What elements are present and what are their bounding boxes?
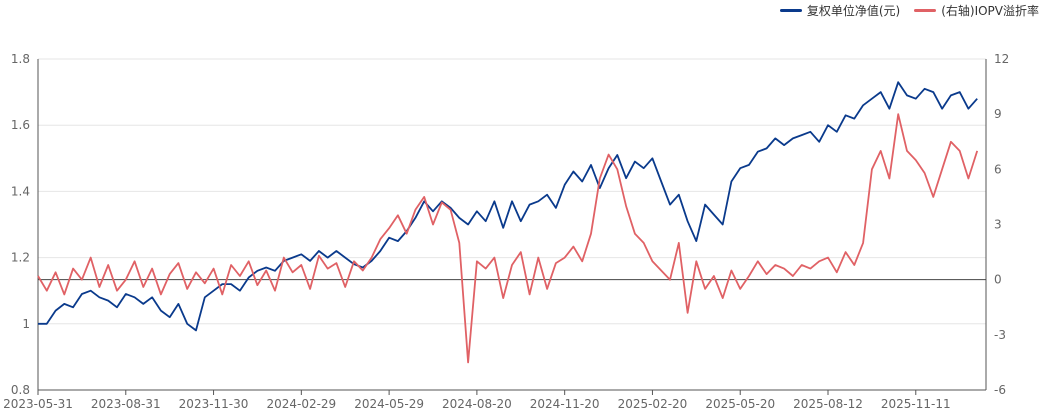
x-tick-label: 2025-11-11 — [881, 397, 951, 411]
y-left-tick-label: 1.2 — [11, 251, 30, 265]
y-right-tick-label: -3 — [994, 328, 1006, 342]
series-line-nav — [38, 81, 978, 332]
y-right-tick-label: 0 — [994, 273, 1002, 287]
y-right-tick-label: -6 — [994, 383, 1006, 397]
x-tick-label: 2024-08-20 — [442, 397, 512, 411]
x-tick-label: 2023-08-31 — [91, 397, 161, 411]
y-left-tick-label: 1.4 — [11, 184, 30, 198]
legend-item-premium[interactable]: (右轴)IOPV溢折率 — [914, 2, 1039, 19]
x-tick-label: 2024-11-20 — [530, 397, 600, 411]
y-left-tick-label: 1.8 — [11, 52, 30, 66]
y-left-tick-label: 1.6 — [11, 118, 30, 132]
legend-swatch-premium — [914, 9, 937, 12]
legend-item-nav[interactable]: 复权单位净值(元) — [779, 2, 901, 19]
series-line-premium — [37, 113, 979, 364]
x-tick-label: 2025-08-12 — [793, 397, 863, 411]
y-left-tick-label: 1 — [22, 317, 30, 331]
y-right-tick-label: 12 — [994, 52, 1009, 66]
y-right-tick-label: 3 — [994, 218, 1002, 232]
chart-legend: 复权单位净值(元) (右轴)IOPV溢折率 — [779, 2, 1039, 19]
legend-label-nav: 复权单位净值(元) — [806, 4, 901, 18]
x-tick-label: 2025-05-20 — [705, 397, 775, 411]
x-tick-label: 2024-02-29 — [266, 397, 336, 411]
x-tick-label: 2023-05-31 — [3, 397, 73, 411]
x-tick-label: 2024-05-29 — [354, 397, 424, 411]
legend-swatch-nav — [779, 9, 802, 12]
y-right-tick-label: 6 — [994, 162, 1002, 176]
y-right-tick-label: 9 — [994, 107, 1002, 121]
x-tick-label: 2025-02-20 — [618, 397, 688, 411]
x-tick-label: 2023-11-30 — [179, 397, 249, 411]
legend-label-premium: (右轴)IOPV溢折率 — [941, 4, 1039, 18]
y-left-tick-label: 0.8 — [11, 383, 30, 397]
